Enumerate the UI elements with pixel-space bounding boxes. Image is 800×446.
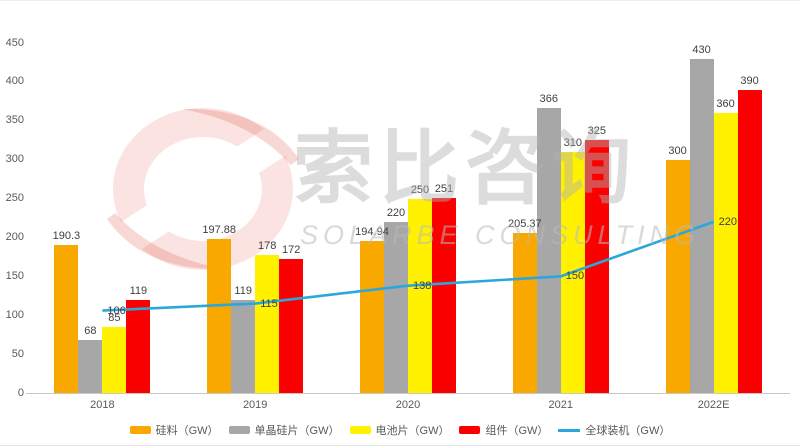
bar-value-label-mono-wafer-2018: 68 — [84, 325, 97, 338]
y-axis-tick-label: 450 — [5, 36, 24, 49]
bar-value-label-silicon-2018: 190.3 — [52, 229, 81, 242]
legend-label-module: 组件（GW） — [485, 425, 549, 437]
bar-value-label-module-2020: 251 — [434, 182, 454, 195]
legend-label-cell: 电池片（GW） — [375, 425, 450, 437]
line-value-label-2020: 138 — [413, 279, 432, 292]
y-axis-tick-label: 50 — [11, 347, 24, 360]
legend-swatch-module — [459, 426, 481, 434]
legend-swatch-mono-wafer — [228, 426, 250, 434]
bar-value-label-module-2021: 325 — [587, 125, 606, 138]
y-axis-tick-label: 400 — [5, 75, 24, 88]
bar-value-label-silicon-2019: 197.88 — [202, 224, 237, 237]
x-axis-category-label: 2022E — [697, 399, 730, 411]
bar-value-label-cell-2018: 85 — [108, 311, 121, 324]
legend-item-silicon: 硅料（GW） — [129, 422, 219, 438]
legend-label-silicon: 硅料（GW） — [155, 425, 219, 437]
bar-value-label-cell-2022E: 360 — [716, 98, 735, 110]
y-axis-tick-label: 150 — [5, 269, 24, 282]
bar-module-2020 — [432, 197, 456, 393]
bar-cell-2018 — [102, 326, 127, 393]
x-axis-baseline — [26, 393, 790, 394]
legend-item-global-installs: 全球装机（GW） — [558, 422, 670, 438]
legend-label-mono-wafer: 单晶硅片（GW） — [254, 425, 340, 437]
bar-value-label-silicon-2021: 205.37 — [507, 218, 542, 231]
bar-silicon-2019 — [207, 239, 232, 393]
legend-item-cell: 电池片（GW） — [349, 422, 450, 438]
bar-cell-2022E — [713, 113, 738, 393]
bar-value-label-mono-wafer-2019: 119 — [234, 285, 252, 298]
bar-silicon-2018 — [54, 244, 79, 393]
bar-value-label-mono-wafer-2020: 220 — [386, 206, 406, 219]
bar-value-label-silicon-2020: 194.94 — [355, 226, 389, 239]
y-axis-tick-label: 0 — [17, 386, 24, 399]
x-axis-category-label: 2018 — [90, 399, 115, 411]
bar-silicon-2020 — [360, 241, 384, 393]
legend-item-mono-wafer: 单晶硅片（GW） — [228, 422, 340, 438]
bar-value-label-module-2019: 172 — [282, 244, 301, 257]
line-value-label-2018: 106 — [107, 304, 126, 317]
line-value-label-2019: 115 — [260, 297, 278, 310]
bar-mono-wafer-2019 — [231, 300, 256, 393]
y-axis-tick-label: 350 — [5, 114, 24, 127]
y-axis-tick-label: 300 — [5, 153, 24, 166]
bar-value-label-module-2022E: 390 — [740, 74, 759, 87]
x-axis-category-label: 2021 — [548, 399, 574, 411]
y-axis-tick-label: 250 — [5, 192, 24, 205]
legend-swatch-cell — [349, 426, 371, 434]
bar-value-label-cell-2020: 250 — [410, 183, 430, 196]
y-axis-tick-label: 100 — [5, 308, 24, 321]
bar-cell-2020 — [408, 198, 432, 393]
legend-label-global-installs: 全球装机（GW） — [585, 425, 671, 437]
line-value-label-2021: 150 — [565, 270, 585, 283]
bar-module-2018 — [126, 300, 151, 393]
x-axis-category-label: 2019 — [242, 399, 268, 411]
bar-silicon-2021 — [512, 233, 537, 393]
bar-module-2022E — [737, 89, 762, 393]
legend-item-module: 组件（GW） — [459, 422, 548, 438]
y-axis-tick-label: 200 — [5, 230, 24, 243]
bar-value-label-mono-wafer-2021: 366 — [539, 93, 558, 106]
bar-module-2021 — [584, 140, 609, 393]
legend-line-global-installs — [558, 428, 581, 432]
bar-mono-wafer-2020 — [384, 221, 408, 393]
bar-cell-2019 — [255, 254, 280, 393]
bar-value-label-silicon-2022E: 300 — [668, 144, 687, 157]
bar-mono-wafer-2021 — [536, 108, 561, 393]
bar-value-label-cell-2021: 310 — [563, 136, 582, 149]
bar-mono-wafer-2018 — [78, 340, 103, 393]
bar-value-label-module-2018: 119 — [129, 285, 148, 298]
legend-swatch-silicon — [129, 426, 151, 434]
bar-value-label-mono-wafer-2022E: 430 — [692, 43, 711, 56]
bar-silicon-2022E — [665, 159, 690, 393]
legend: 硅料（GW） 单晶硅片（GW） 电池片（GW） 组件（GW） 全球装机（GW） — [0, 422, 800, 438]
x-axis-category-label: 2020 — [395, 399, 421, 411]
bar-module-2019 — [279, 259, 304, 393]
line-value-label-2022E: 220 — [718, 215, 737, 228]
